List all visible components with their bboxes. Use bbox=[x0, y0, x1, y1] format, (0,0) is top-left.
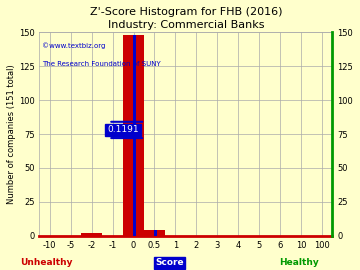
Text: Score: Score bbox=[155, 258, 184, 267]
Text: Unhealthy: Unhealthy bbox=[21, 258, 73, 267]
Text: Healthy: Healthy bbox=[279, 258, 319, 267]
Bar bbox=[154, 230, 157, 236]
Title: Z'-Score Histogram for FHB (2016)
Industry: Commercial Banks: Z'-Score Histogram for FHB (2016) Indust… bbox=[90, 7, 282, 30]
Text: ©www.textbiz.org: ©www.textbiz.org bbox=[42, 42, 105, 49]
Bar bbox=[144, 230, 165, 236]
Bar bbox=[133, 35, 136, 236]
Bar bbox=[123, 35, 144, 236]
Y-axis label: Number of companies (151 total): Number of companies (151 total) bbox=[7, 64, 16, 204]
Bar bbox=[81, 233, 102, 236]
Text: The Research Foundation of SUNY: The Research Foundation of SUNY bbox=[42, 61, 161, 67]
Text: 0.1191: 0.1191 bbox=[107, 126, 139, 134]
